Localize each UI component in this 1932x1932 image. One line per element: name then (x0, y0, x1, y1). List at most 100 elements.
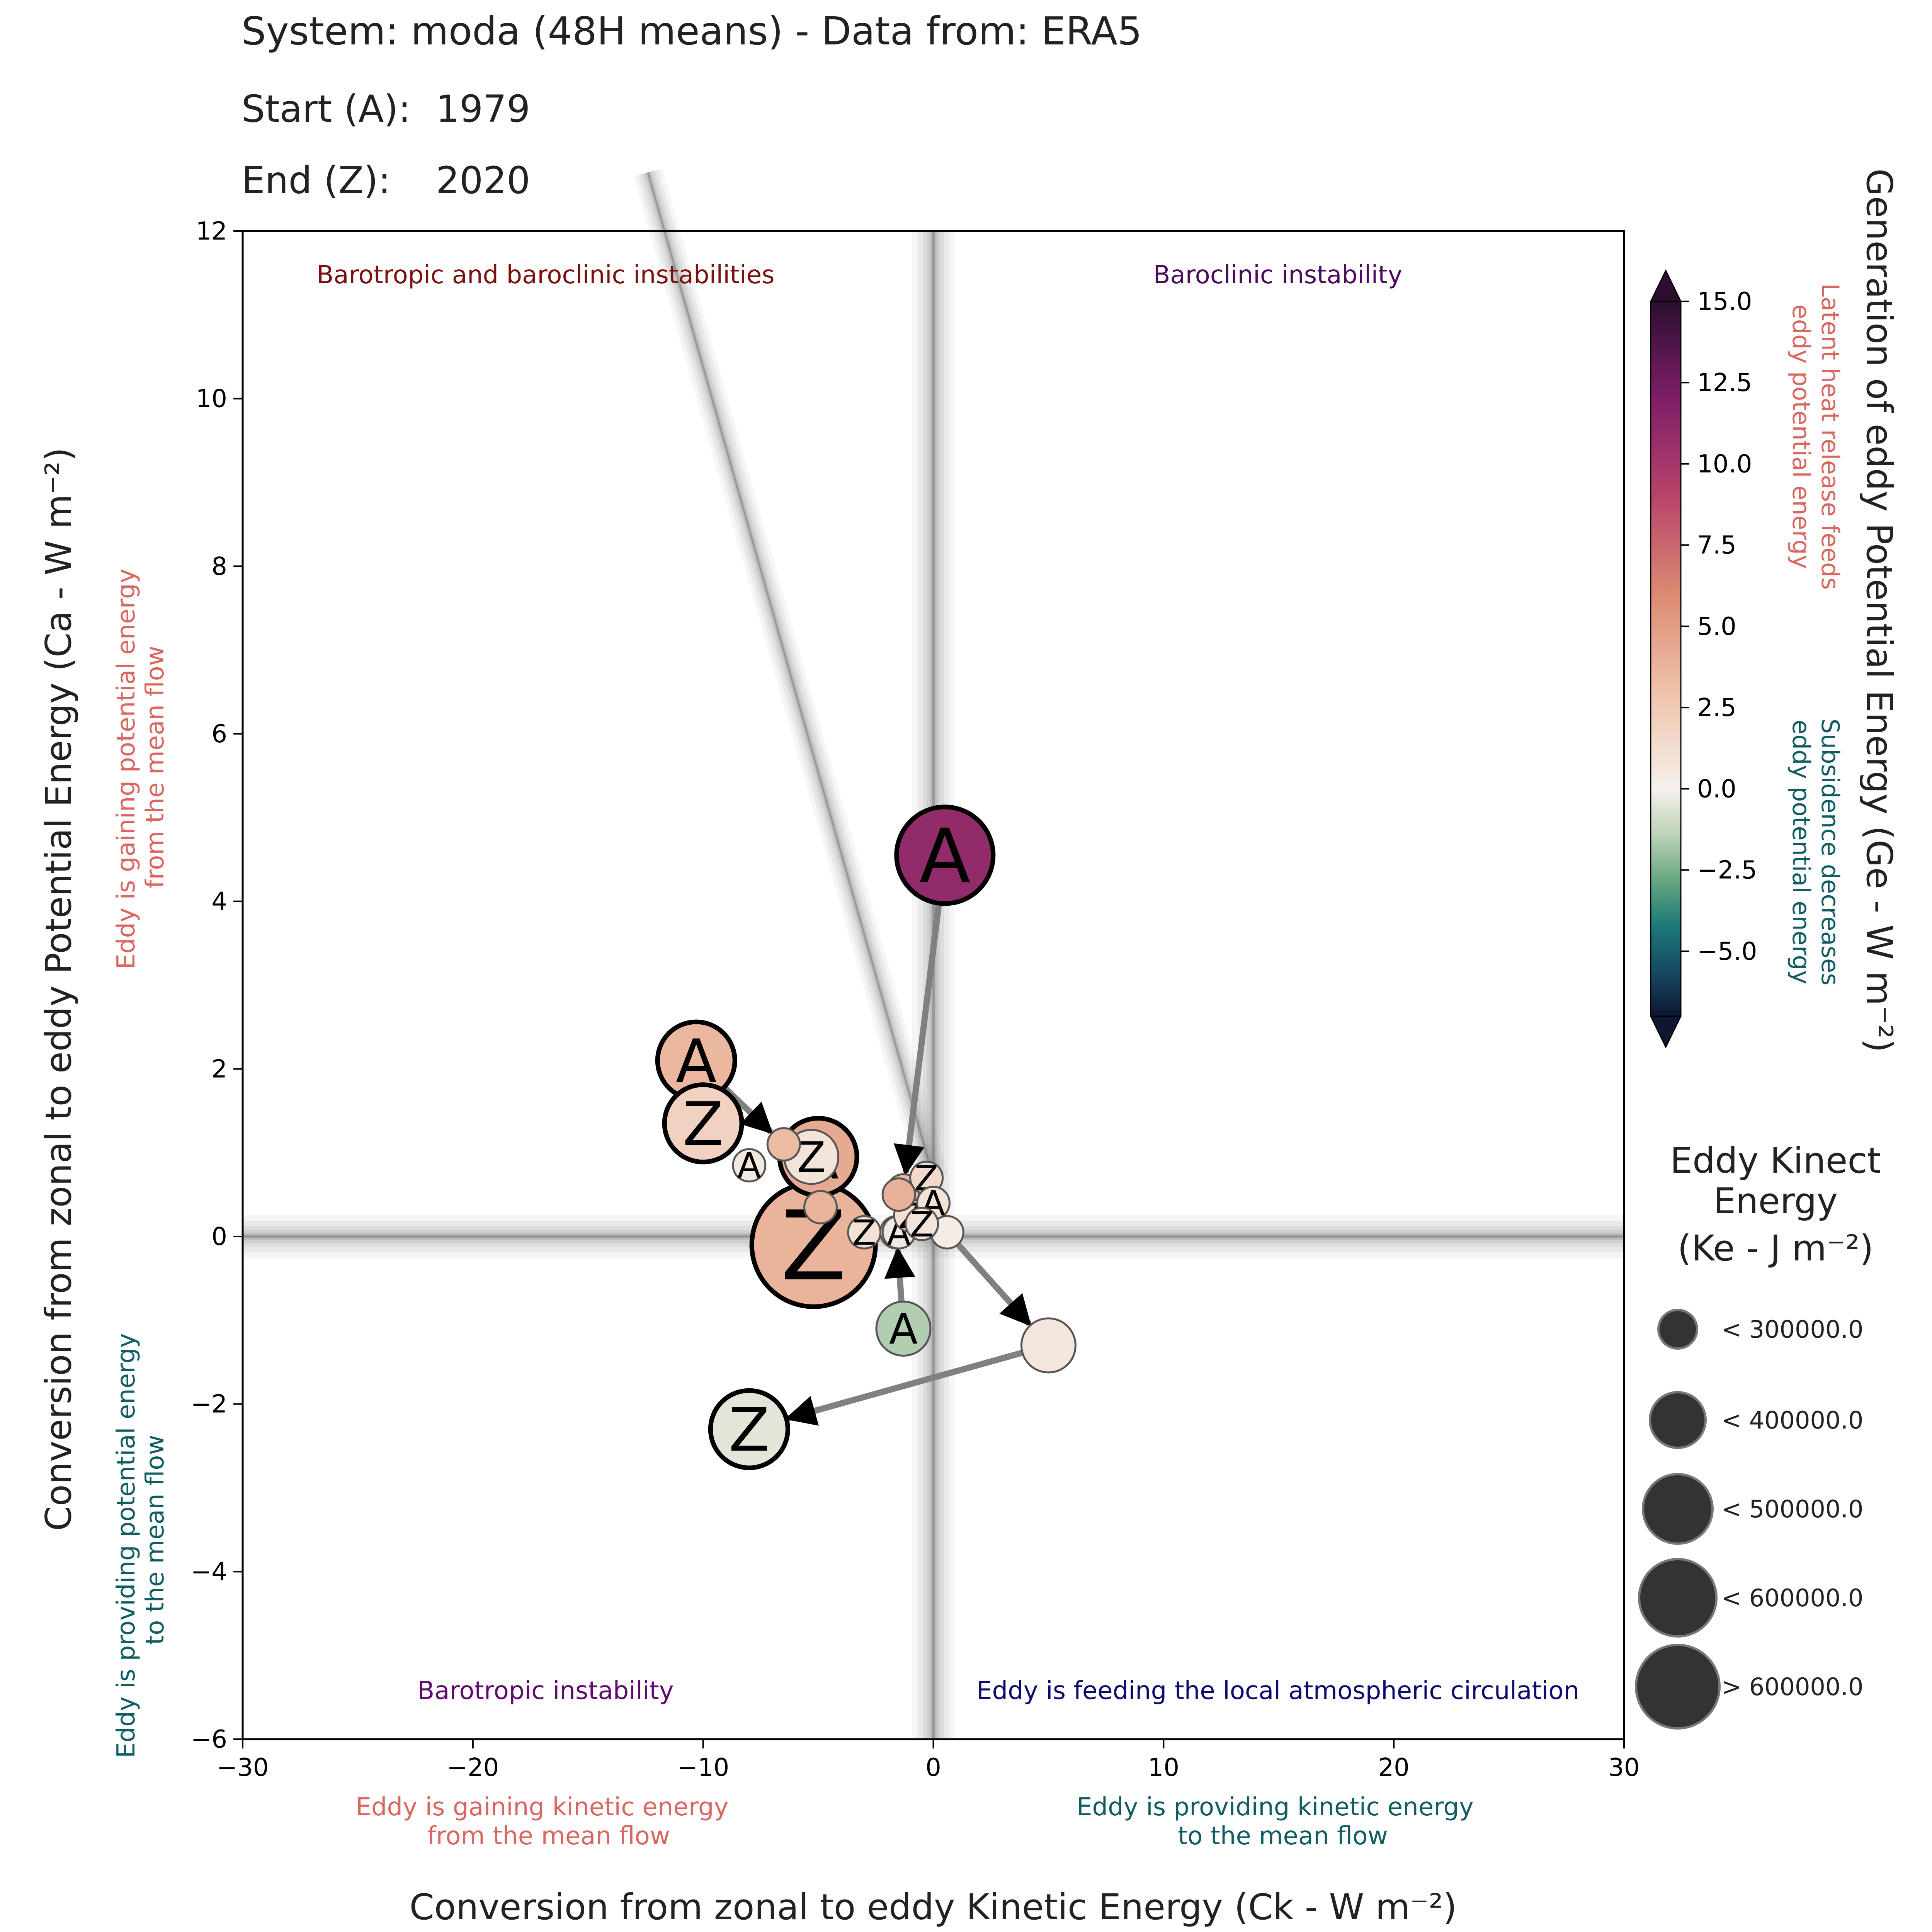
colorbar-gradient (1650, 301, 1682, 1017)
diagonal-band (647, 172, 934, 1178)
energy-point-circle (881, 1177, 916, 1212)
end-value: 2020 (436, 159, 530, 202)
x-tick-label: −10 (677, 1753, 729, 1782)
energy-point: Z (662, 1082, 744, 1165)
y-tick-label: −4 (191, 1558, 227, 1586)
energy-point-label: A (889, 1305, 918, 1354)
energy-point-label: A (919, 813, 971, 900)
x-annotation-negative-line-2: from the mean flow (427, 1822, 670, 1850)
y-annotation-negative-line-1: Eddy is providing potential energy (112, 1333, 141, 1758)
energy-point-label: Z (729, 1395, 770, 1465)
y-tick-label: −2 (191, 1390, 227, 1419)
energy-point-label: Z (683, 1089, 724, 1159)
start-value: 1979 (436, 87, 530, 131)
size-legend-marker (1642, 1473, 1714, 1545)
y-tick-label: 8 (211, 552, 227, 581)
colorbar-negative-note-line-1: Subsidence decreases (1816, 719, 1844, 986)
energy-point-circle (766, 1127, 801, 1162)
quadrant-label-top-left: Barotropic and baroclinic instabilities (316, 261, 774, 289)
y-tick-label: −6 (191, 1725, 227, 1754)
energy-point: Z (905, 1204, 939, 1245)
x-axis-title: Conversion from zonal to eddy Kinetic En… (410, 1886, 1457, 1928)
energy-point-label: Z (797, 1133, 826, 1182)
diagonal-band (645, 172, 936, 1179)
colorbar-title: Generation of eddy Potential Energy (Ge … (1859, 168, 1900, 1053)
size-legend-label: < 600000.0 (1721, 1584, 1864, 1612)
trajectory-arrow (956, 1242, 1032, 1327)
data-markers: ZAAAZZAZAZAZZAZ (655, 804, 1077, 1470)
energy-point-circle (847, 1215, 882, 1250)
plot-background (243, 231, 1624, 1739)
energy-point-circle (803, 1190, 838, 1225)
x-tick-label: 0 (925, 1753, 941, 1782)
y-annotation-positive-line-2: from the mean flow (141, 646, 170, 888)
colorbar-extend-bottom (1650, 1015, 1682, 1049)
size-legend-label: > 600000.0 (1721, 1673, 1864, 1701)
x-annotation-negative-line-1: Eddy is gaining kinetic energy (355, 1793, 728, 1821)
colorbar-ticks: 15.0 12.5 10.0 7.5 5.0 2.5 0.0 −2.5 −5.0 (1681, 287, 1757, 966)
trajectory-arrow (785, 1350, 1024, 1426)
x-tick-label: 20 (1378, 1753, 1409, 1782)
y-annotation-negative-line-2: to the mean flow (141, 1435, 170, 1645)
quadrant-label-top-right: Baroclinic instability (1153, 261, 1403, 289)
energy-point: A (875, 1301, 932, 1357)
energy-point (1020, 1317, 1077, 1374)
y-tick-label: 0 (211, 1223, 227, 1251)
colorbar-tick-label: 15.0 (1697, 287, 1752, 316)
colorbar-tick-label: −5.0 (1697, 937, 1757, 966)
diagonal-band (643, 171, 938, 1179)
colorbar-tick-label: 5.0 (1697, 612, 1736, 641)
x-annotation-positive-line-1: Eddy is providing kinetic energy (1077, 1793, 1474, 1821)
energy-point (881, 1177, 916, 1212)
colorbar-tick-label: 10.0 (1697, 450, 1752, 478)
x-axis-ticks: −30 −20 −10 0 10 20 30 (216, 1739, 1640, 1782)
size-legend-marker (1635, 1644, 1721, 1730)
size-legend-label: < 400000.0 (1721, 1406, 1864, 1434)
size-legend: Eddy Kinect Energy (Ke - J m⁻²) < 300000… (1635, 1140, 1881, 1730)
size-legend-title-line-2: Energy (1713, 1180, 1838, 1222)
energy-point-label: Z (852, 1213, 876, 1253)
x-tick-label: −20 (447, 1753, 499, 1782)
energy-point-circle (708, 1388, 790, 1470)
x-tick-label: 10 (1148, 1753, 1179, 1782)
energy-point: Z (708, 1388, 790, 1470)
size-legend-title-line-1: Eddy Kinect (1670, 1140, 1881, 1181)
start-label: Start (A): (242, 87, 411, 131)
size-legend-label: < 300000.0 (1721, 1315, 1864, 1344)
y-tick-label: 12 (196, 217, 227, 246)
end-label: End (Z): (242, 159, 391, 202)
energy-point-label: Z (910, 1204, 934, 1245)
size-legend-label: < 500000.0 (1721, 1495, 1864, 1523)
y-tick-label: 6 (211, 720, 227, 748)
colorbar-negative-note-line-2: eddy potential energy (1787, 720, 1815, 985)
y-annotation-positive-line-1: Eddy is gaining potential energy (112, 569, 141, 969)
colorbar-tick-label: 7.5 (1697, 531, 1736, 560)
energy-point-circle (732, 1148, 767, 1183)
colorbar-tick-label: 12.5 (1697, 369, 1752, 397)
energy-point-circle (1020, 1317, 1077, 1374)
quadrant-label-bottom-right: Eddy is feeding the local atmospheric ci… (976, 1677, 1579, 1705)
y-tick-label: 2 (211, 1055, 227, 1083)
colorbar-tick-label: 0.0 (1697, 775, 1736, 803)
energy-point (803, 1190, 838, 1225)
diagonal-band (641, 170, 941, 1180)
trajectory-arrow (884, 1247, 915, 1302)
colorbar-tick-label: −2.5 (1697, 856, 1757, 885)
y-tick-label: 10 (196, 385, 227, 413)
diagonal-band (633, 168, 948, 1182)
energy-point (766, 1127, 801, 1162)
trajectory-arrow (893, 903, 942, 1176)
energy-point: Z (847, 1213, 882, 1253)
colorbar-tick-label: 2.5 (1697, 694, 1736, 722)
y-axis-title: Conversion from zonal to eddy Potential … (38, 447, 79, 1531)
energy-point-circle (894, 804, 996, 906)
x-tick-label: 30 (1608, 1753, 1639, 1782)
y-axis-ticks: −6 −4 −2 0 2 4 6 8 10 12 (191, 217, 243, 1754)
diagonal-band (637, 169, 944, 1181)
size-legend-marker (1638, 1558, 1718, 1638)
energy-point-label: A (737, 1146, 761, 1186)
size-legend-entries: < 300000.0 < 400000.0 < 500000.0 < 600000.0… (1635, 1309, 1864, 1730)
size-legend-title-line-3: (Ke - J m⁻²) (1677, 1228, 1873, 1269)
